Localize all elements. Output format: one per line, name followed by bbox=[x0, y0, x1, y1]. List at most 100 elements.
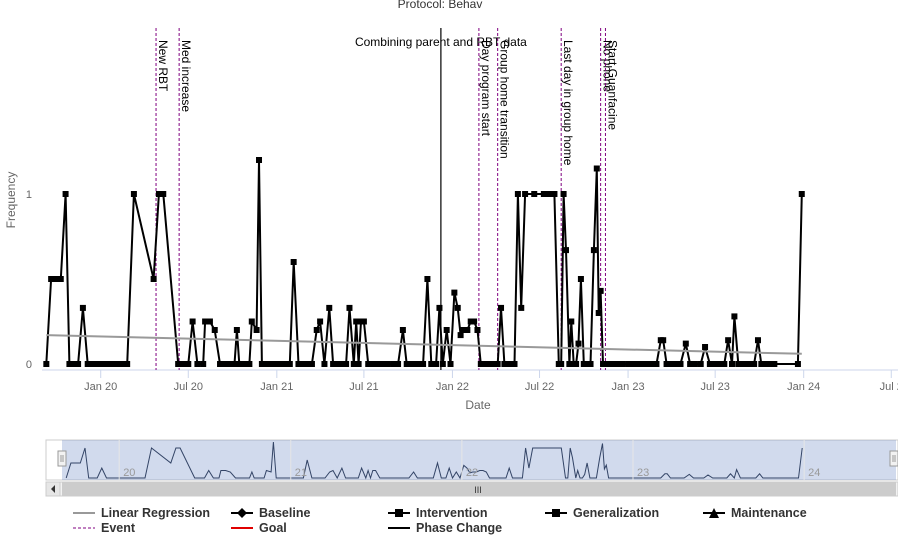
data-point bbox=[798, 191, 805, 197]
data-point bbox=[241, 361, 248, 367]
data-point bbox=[467, 318, 474, 325]
legend-label: Maintenance bbox=[731, 506, 807, 520]
legend-label: Event bbox=[101, 521, 136, 535]
legend-item[interactable]: Baseline bbox=[231, 506, 310, 520]
data-point bbox=[384, 361, 391, 367]
data-point bbox=[99, 361, 106, 367]
event-label: No phone bbox=[601, 40, 615, 92]
data-point bbox=[498, 304, 505, 311]
navigator-series bbox=[65, 441, 803, 480]
x-tick-label: Jan 23 bbox=[612, 381, 645, 393]
data-point bbox=[677, 361, 684, 367]
navigator-label: 22 bbox=[466, 467, 478, 479]
data-point bbox=[649, 361, 656, 367]
data-point bbox=[48, 276, 55, 282]
data-point bbox=[629, 361, 636, 367]
data-point bbox=[721, 361, 728, 367]
data-point bbox=[150, 276, 157, 282]
y-axis-title: Frequency bbox=[4, 172, 18, 229]
data-point bbox=[706, 361, 713, 367]
data-point bbox=[304, 361, 311, 367]
navigator-right-handle[interactable] bbox=[889, 450, 898, 467]
legend-symbol bbox=[703, 507, 725, 519]
data-point bbox=[346, 304, 353, 311]
data-point bbox=[614, 361, 621, 367]
data-point bbox=[317, 318, 324, 325]
data-point bbox=[436, 304, 443, 311]
legend-label: Linear Regression bbox=[101, 506, 211, 520]
data-point bbox=[62, 191, 69, 197]
data-point bbox=[644, 361, 651, 367]
data-point bbox=[403, 361, 410, 367]
data-point bbox=[202, 318, 209, 325]
event-label: Last day in group home bbox=[561, 40, 575, 166]
data-point bbox=[43, 361, 50, 367]
navigator-scrollbar[interactable]: III bbox=[45, 481, 898, 497]
data-point bbox=[360, 318, 367, 325]
data-point bbox=[185, 361, 192, 367]
legend-item[interactable]: Generalization bbox=[545, 506, 659, 520]
navigator-left-handle[interactable] bbox=[57, 450, 67, 467]
data-point bbox=[691, 361, 698, 367]
legend-item[interactable]: Linear Regression bbox=[73, 506, 210, 520]
phase-change-label: Combining parent and RBT data bbox=[355, 35, 527, 49]
data-point bbox=[333, 361, 340, 367]
data-point bbox=[236, 361, 243, 367]
data-point bbox=[390, 361, 397, 367]
legend-item[interactable]: Phase Change bbox=[388, 521, 502, 535]
data-point bbox=[189, 318, 196, 325]
legend-symbol bbox=[231, 522, 253, 534]
data-point bbox=[370, 361, 377, 367]
data-point bbox=[653, 361, 660, 367]
data-point bbox=[268, 361, 275, 367]
data-point bbox=[155, 191, 162, 197]
data-point bbox=[130, 191, 137, 197]
x-tick-label: Jan 22 bbox=[436, 381, 469, 393]
data-point bbox=[326, 304, 333, 311]
data-point bbox=[365, 361, 372, 367]
data-point bbox=[355, 361, 362, 367]
data-point bbox=[399, 327, 406, 333]
data-point bbox=[79, 304, 86, 311]
navigator-frame bbox=[45, 439, 898, 481]
data-point bbox=[70, 361, 77, 367]
x-tick-label: Jul 21 bbox=[349, 381, 378, 393]
data-point bbox=[94, 361, 101, 367]
navigator[interactable]: 20 21 22 23 24 III bbox=[45, 439, 898, 497]
data-point bbox=[454, 304, 461, 311]
data-point bbox=[75, 361, 82, 367]
data-point bbox=[57, 276, 64, 282]
legend-label: Intervention bbox=[416, 506, 488, 520]
event-label: New RBT bbox=[156, 40, 170, 92]
data-point bbox=[477, 361, 484, 367]
handle-box bbox=[889, 450, 898, 467]
data-point bbox=[407, 361, 414, 367]
data-point bbox=[491, 361, 498, 367]
legend-item[interactable]: Intervention bbox=[388, 506, 488, 520]
main-plot: Jan 20 Jul 20 Jan 21 Jul 21 Jan 22 Jul 22 Jan … bbox=[4, 28, 898, 412]
legend-item[interactable]: Maintenance bbox=[703, 506, 807, 520]
data-point bbox=[758, 361, 765, 367]
data-point bbox=[451, 289, 458, 296]
data-point bbox=[595, 310, 602, 316]
data-point bbox=[593, 165, 600, 172]
data-point bbox=[253, 327, 260, 333]
data-point bbox=[481, 361, 488, 367]
data-point bbox=[531, 191, 538, 197]
data-point bbox=[508, 361, 515, 367]
x-tick-label: Jul 2 bbox=[880, 381, 898, 393]
data-point bbox=[540, 191, 547, 197]
data-point bbox=[282, 361, 289, 367]
data-point bbox=[568, 318, 575, 325]
legend-item[interactable]: Goal bbox=[231, 521, 287, 535]
x-tick-label: Jan 20 bbox=[84, 381, 117, 393]
data-point bbox=[725, 337, 732, 344]
data-point bbox=[735, 361, 742, 367]
data-point bbox=[206, 318, 213, 325]
legend-label: Generalization bbox=[573, 506, 660, 520]
legend-item[interactable]: Event bbox=[73, 521, 135, 535]
data-point bbox=[248, 318, 255, 325]
legend-label: Baseline bbox=[259, 506, 311, 520]
